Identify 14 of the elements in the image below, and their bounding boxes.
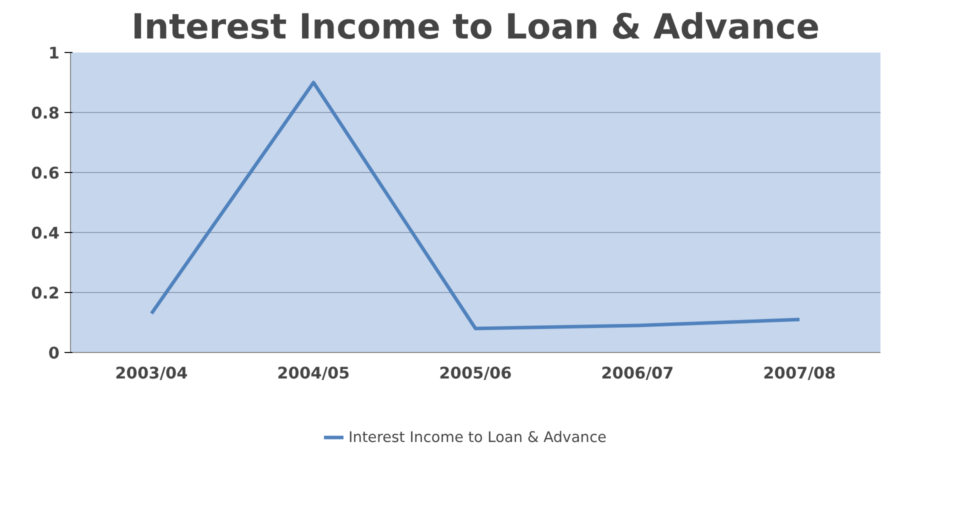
chart-title: Interest Income to Loan & Advance bbox=[131, 8, 820, 48]
y-tick-label: 0.2 bbox=[31, 284, 60, 302]
legend-label: Interest Income to Loan & Advance bbox=[348, 428, 607, 446]
y-tick-label: 0.4 bbox=[31, 224, 60, 242]
y-tick-label: 0.8 bbox=[31, 104, 60, 122]
line-series bbox=[150, 80, 802, 330]
x-tick-label: 2005/06 bbox=[439, 364, 512, 382]
y-tick-label: 0 bbox=[48, 344, 60, 362]
y-tick-label: 1 bbox=[48, 44, 60, 62]
x-tick-label: 2006/07 bbox=[601, 364, 674, 382]
x-tick-label: 2003/04 bbox=[115, 364, 188, 382]
x-tick-label: 2004/05 bbox=[277, 364, 350, 382]
x-tick-label: 2007/08 bbox=[763, 364, 836, 382]
y-tick-label: 0.6 bbox=[31, 164, 60, 182]
